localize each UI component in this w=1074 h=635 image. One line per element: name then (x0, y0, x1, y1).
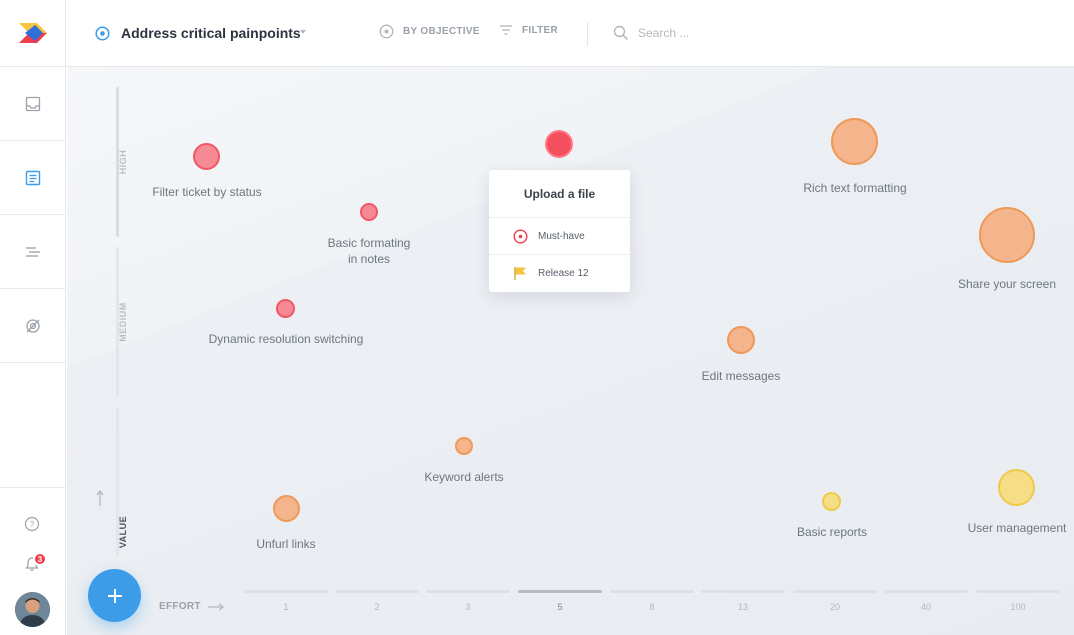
search-box[interactable]: Search ... (613, 25, 689, 41)
arrow-right-icon (207, 603, 224, 610)
notification-badge: 3 (33, 552, 47, 566)
background-diagonal (67, 67, 1074, 635)
idea-label-basic-reports[interactable]: Basic reports (796, 525, 868, 539)
x-tick-label: 2 (374, 602, 380, 612)
idea-bubble-share-screen[interactable] (979, 207, 1035, 263)
nav-inbox[interactable] (0, 67, 66, 141)
x-tick-label: 1 (283, 602, 289, 612)
y-axis-medium-segment (116, 247, 119, 397)
document-icon (25, 170, 41, 185)
plus-icon (107, 588, 122, 603)
list-icon (26, 246, 40, 257)
nav-list[interactable] (0, 215, 66, 289)
inbox-icon (25, 96, 41, 111)
x-tick-label: 40 (920, 602, 931, 612)
app-logo[interactable] (0, 0, 66, 67)
x-tick-bar[interactable] (610, 590, 694, 593)
y-level-medium: MEDIUM (118, 302, 128, 342)
popup-release-label: Release 12 (538, 268, 589, 279)
page-title[interactable]: Address critical painpoints (121, 25, 301, 41)
release-flag-icon (514, 267, 526, 280)
sidebar-footer: ? 3 (0, 487, 66, 635)
eye-off-icon (26, 318, 40, 333)
idea-bubble-keyword-alerts[interactable] (455, 437, 473, 455)
filter-label: FILTER (522, 24, 559, 36)
popup-release-row[interactable]: Release 12 (489, 255, 630, 292)
add-idea-button[interactable] (88, 569, 141, 622)
x-tick-bar[interactable] (701, 590, 785, 593)
idea-bubble-unfurl-links[interactable] (273, 495, 300, 522)
filter-button[interactable]: FILTER (499, 24, 558, 36)
x-tick-bar[interactable] (884, 590, 968, 593)
help-icon[interactable]: ? (24, 516, 40, 532)
y-level-high: HIGH (118, 149, 128, 175)
idea-label-unfurl-links[interactable]: Unfurl links (256, 537, 316, 551)
x-tick-bar-active[interactable] (518, 590, 602, 593)
avatar[interactable] (15, 592, 50, 627)
idea-label-share-screen[interactable]: Share your screen (957, 277, 1057, 291)
idea-bubble-user-management[interactable] (998, 469, 1035, 506)
idea-bubble-basic-reports[interactable] (822, 492, 841, 511)
idea-bubble-rich-text[interactable] (831, 118, 878, 165)
nav-hidden[interactable] (0, 289, 66, 363)
title-dropdown-caret[interactable] (300, 30, 306, 34)
svg-text:?: ? (30, 520, 35, 529)
idea-label-basic-formatting[interactable]: Basic formating in notes (327, 236, 411, 266)
x-tick-bar[interactable] (976, 590, 1060, 593)
idea-label-filter-ticket[interactable]: Filter ticket by status (152, 185, 262, 199)
x-tick-bar[interactable] (244, 590, 328, 593)
effort-label: EFFORT (159, 601, 201, 612)
by-objective-label: BY OBJECTIVE (403, 26, 480, 37)
popup-title[interactable]: Upload a file (489, 170, 630, 218)
logo-icon (19, 23, 47, 43)
sidebar: ? 3 (0, 0, 66, 635)
x-tick-bar[interactable] (793, 590, 877, 593)
search-input[interactable]: Search ... (638, 26, 690, 40)
x-tick-label: 8 (649, 602, 655, 612)
search-icon (613, 25, 628, 40)
user-avatar-icon (15, 592, 50, 627)
idea-bubble-basic-formatting[interactable] (360, 203, 378, 221)
idea-bubble-dynamic-resolution[interactable] (276, 299, 295, 318)
objective-target-icon (95, 26, 110, 41)
header-divider (587, 22, 588, 46)
popup-priority-row[interactable]: Must-have (489, 218, 630, 255)
idea-label-user-management[interactable]: User management (967, 521, 1067, 535)
arrow-up-icon (96, 490, 104, 506)
idea-label-edit-messages[interactable]: Edit messages (701, 369, 781, 383)
x-tick-bar[interactable] (426, 590, 510, 593)
idea-label-dynamic-resolution[interactable]: Dynamic resolution switching (208, 332, 364, 346)
x-axis-title: EFFORT (159, 601, 225, 612)
x-tick-label: 13 (737, 602, 748, 612)
y-axis-high-segment (116, 87, 119, 237)
y-axis-title: VALUE (118, 515, 128, 549)
prioritization-matrix: HIGH MEDIUM VALUE Filter ticket by statu… (67, 67, 1074, 635)
x-tick-bar[interactable] (335, 590, 419, 593)
idea-bubble-edit-messages[interactable] (727, 326, 755, 354)
idea-label-rich-text[interactable]: Rich text formatting (803, 181, 907, 195)
nav-roadmap[interactable] (0, 141, 66, 215)
by-objective-button[interactable]: BY OBJECTIVE (379, 24, 480, 39)
idea-label-keyword-alerts[interactable]: Keyword alerts (424, 470, 504, 484)
header: Address critical painpoints BY OBJECTIVE… (67, 0, 1074, 67)
idea-bubble-filter-ticket[interactable] (193, 143, 220, 170)
filter-icon (500, 25, 512, 35)
must-have-target-icon (513, 228, 528, 244)
y-axis-low-segment (116, 407, 119, 557)
target-icon (379, 24, 394, 39)
x-tick-label: 100 (1010, 602, 1026, 612)
x-tick-label-active: 5 (557, 602, 563, 612)
idea-popup-card[interactable]: Upload a file Must-have Release 12 (489, 170, 630, 292)
popup-priority-label: Must-have (538, 230, 585, 242)
x-tick-label: 3 (465, 602, 471, 612)
idea-bubble-upload-file[interactable] (545, 130, 573, 158)
x-tick-label: 20 (829, 602, 840, 612)
